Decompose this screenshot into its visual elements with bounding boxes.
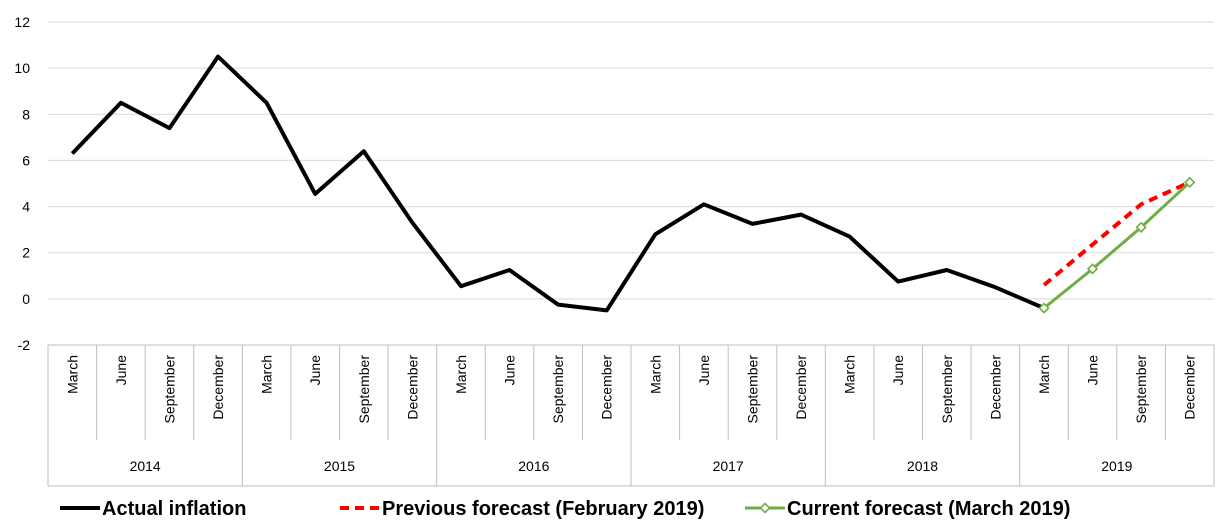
x-year-label: 2014 (130, 458, 161, 474)
x-category-label: June (307, 355, 323, 386)
y-tick-label: 12 (14, 14, 30, 30)
data-point-marker (1184, 176, 1196, 188)
x-category-label: June (890, 355, 906, 386)
x-year-label: 2018 (907, 458, 938, 474)
x-category-label: September (550, 355, 566, 424)
x-year-label: 2019 (1101, 458, 1132, 474)
series-lines (70, 54, 1196, 314)
gridlines (48, 21, 1214, 346)
y-tick-label: -2 (18, 337, 31, 353)
x-category-label: March (64, 355, 80, 394)
x-category-label: September (356, 355, 372, 424)
y-tick-label: 0 (22, 291, 30, 307)
x-year-label: 2016 (518, 458, 549, 474)
x-category-label: June (502, 355, 518, 386)
x-category-label: September (939, 355, 955, 424)
y-tick-label: 6 (22, 152, 30, 168)
y-tick-label: 10 (14, 60, 30, 76)
x-year-label: 2015 (324, 458, 355, 474)
y-tick-label: 2 (22, 245, 30, 261)
y-tick-label: 8 (22, 106, 30, 122)
x-category-label: March (842, 355, 858, 394)
x-category-label: September (744, 355, 760, 424)
legend: Actual inflation Previous forecast (Febru… (60, 498, 1070, 520)
x-category-label: September (161, 355, 177, 424)
x-category-label: March (1036, 355, 1052, 394)
x-category-label: September (1133, 355, 1149, 424)
x-category-label: December (793, 355, 809, 420)
legend-marker (759, 502, 771, 514)
y-tick-label: 4 (22, 199, 30, 215)
x-category-label: December (987, 355, 1003, 420)
x-axis: March June September December March June Septe… (47, 344, 1215, 487)
series-line-0 (70, 54, 1045, 313)
x-year-label: 2017 (713, 458, 744, 474)
legend-entry-1: Previous forecast (February 2019) (340, 498, 704, 520)
data-point-marker (1135, 221, 1147, 233)
x-category-label: March (453, 355, 469, 394)
x-category-label: June (1085, 355, 1101, 386)
legend-entry-0: Actual inflation (60, 498, 246, 520)
x-category-label: December (1182, 355, 1198, 420)
x-category-label: December (404, 355, 420, 420)
legend-label: Previous forecast (February 2019) (382, 498, 704, 520)
legend-entry-2: Current forecast (March 2019) (745, 498, 1070, 520)
x-category-label: December (210, 355, 226, 420)
x-category-label: March (647, 355, 663, 394)
series-line-2 (1043, 181, 1191, 310)
series-line-1 (1042, 180, 1191, 287)
x-category-label: December (599, 355, 615, 420)
y-axis-ticks: -2 0 2 4 6 8 10 12 (14, 14, 30, 353)
legend-label: Actual inflation (102, 498, 246, 520)
legend-label: Current forecast (March 2019) (787, 498, 1070, 520)
x-category-label: June (113, 355, 129, 386)
data-point-marker (1086, 263, 1099, 275)
x-category-label: March (259, 355, 275, 394)
x-category-label: June (696, 355, 712, 386)
data-point-marker (1038, 302, 1050, 314)
